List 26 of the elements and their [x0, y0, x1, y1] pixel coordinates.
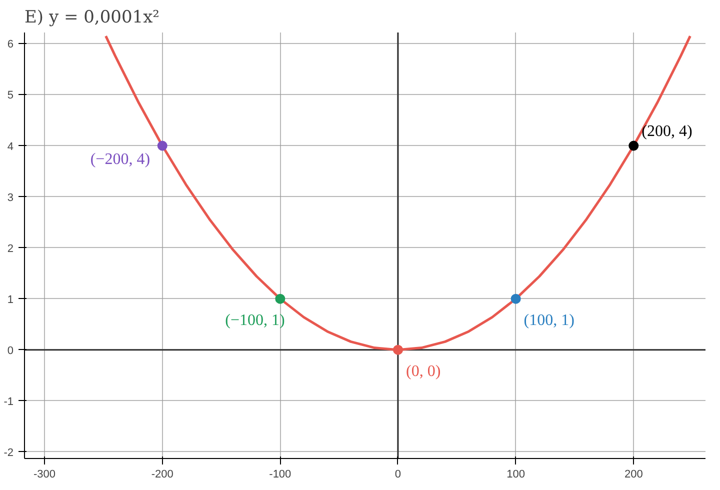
x-tick-label: 0: [394, 468, 402, 480]
data-label: (−100, 1): [225, 312, 285, 329]
x-tick-label: -300: [34, 468, 56, 480]
y-tick-label: 1: [7, 294, 14, 306]
y-tick-label: 4: [7, 140, 14, 153]
y-tick-label: 3: [7, 192, 14, 204]
point: [510, 294, 521, 304]
x-tick-label: 100: [506, 468, 525, 480]
point: [275, 294, 286, 304]
y-tick-label: 6: [7, 38, 14, 51]
x-tick-label: 200: [624, 468, 643, 480]
data-label: (100, 1): [524, 312, 574, 329]
y-tick-label: 5: [7, 90, 14, 102]
point: [157, 140, 168, 151]
y-tick-label: 0: [7, 344, 14, 357]
y-tick-label: -2: [4, 446, 14, 459]
y-tick-label: 2: [7, 242, 14, 255]
point: [628, 140, 639, 151]
data-label: (0, 0): [406, 362, 441, 380]
chart-title: Е) y = 0,0001x²: [24, 8, 160, 28]
x-tick-label: -200: [151, 468, 174, 480]
data-label: (−200, 4): [90, 150, 150, 168]
point: [392, 344, 403, 355]
x-tick-label: -100: [269, 468, 292, 480]
data-label: (200, 4): [642, 122, 692, 140]
y-tick-label: -1: [4, 396, 14, 408]
